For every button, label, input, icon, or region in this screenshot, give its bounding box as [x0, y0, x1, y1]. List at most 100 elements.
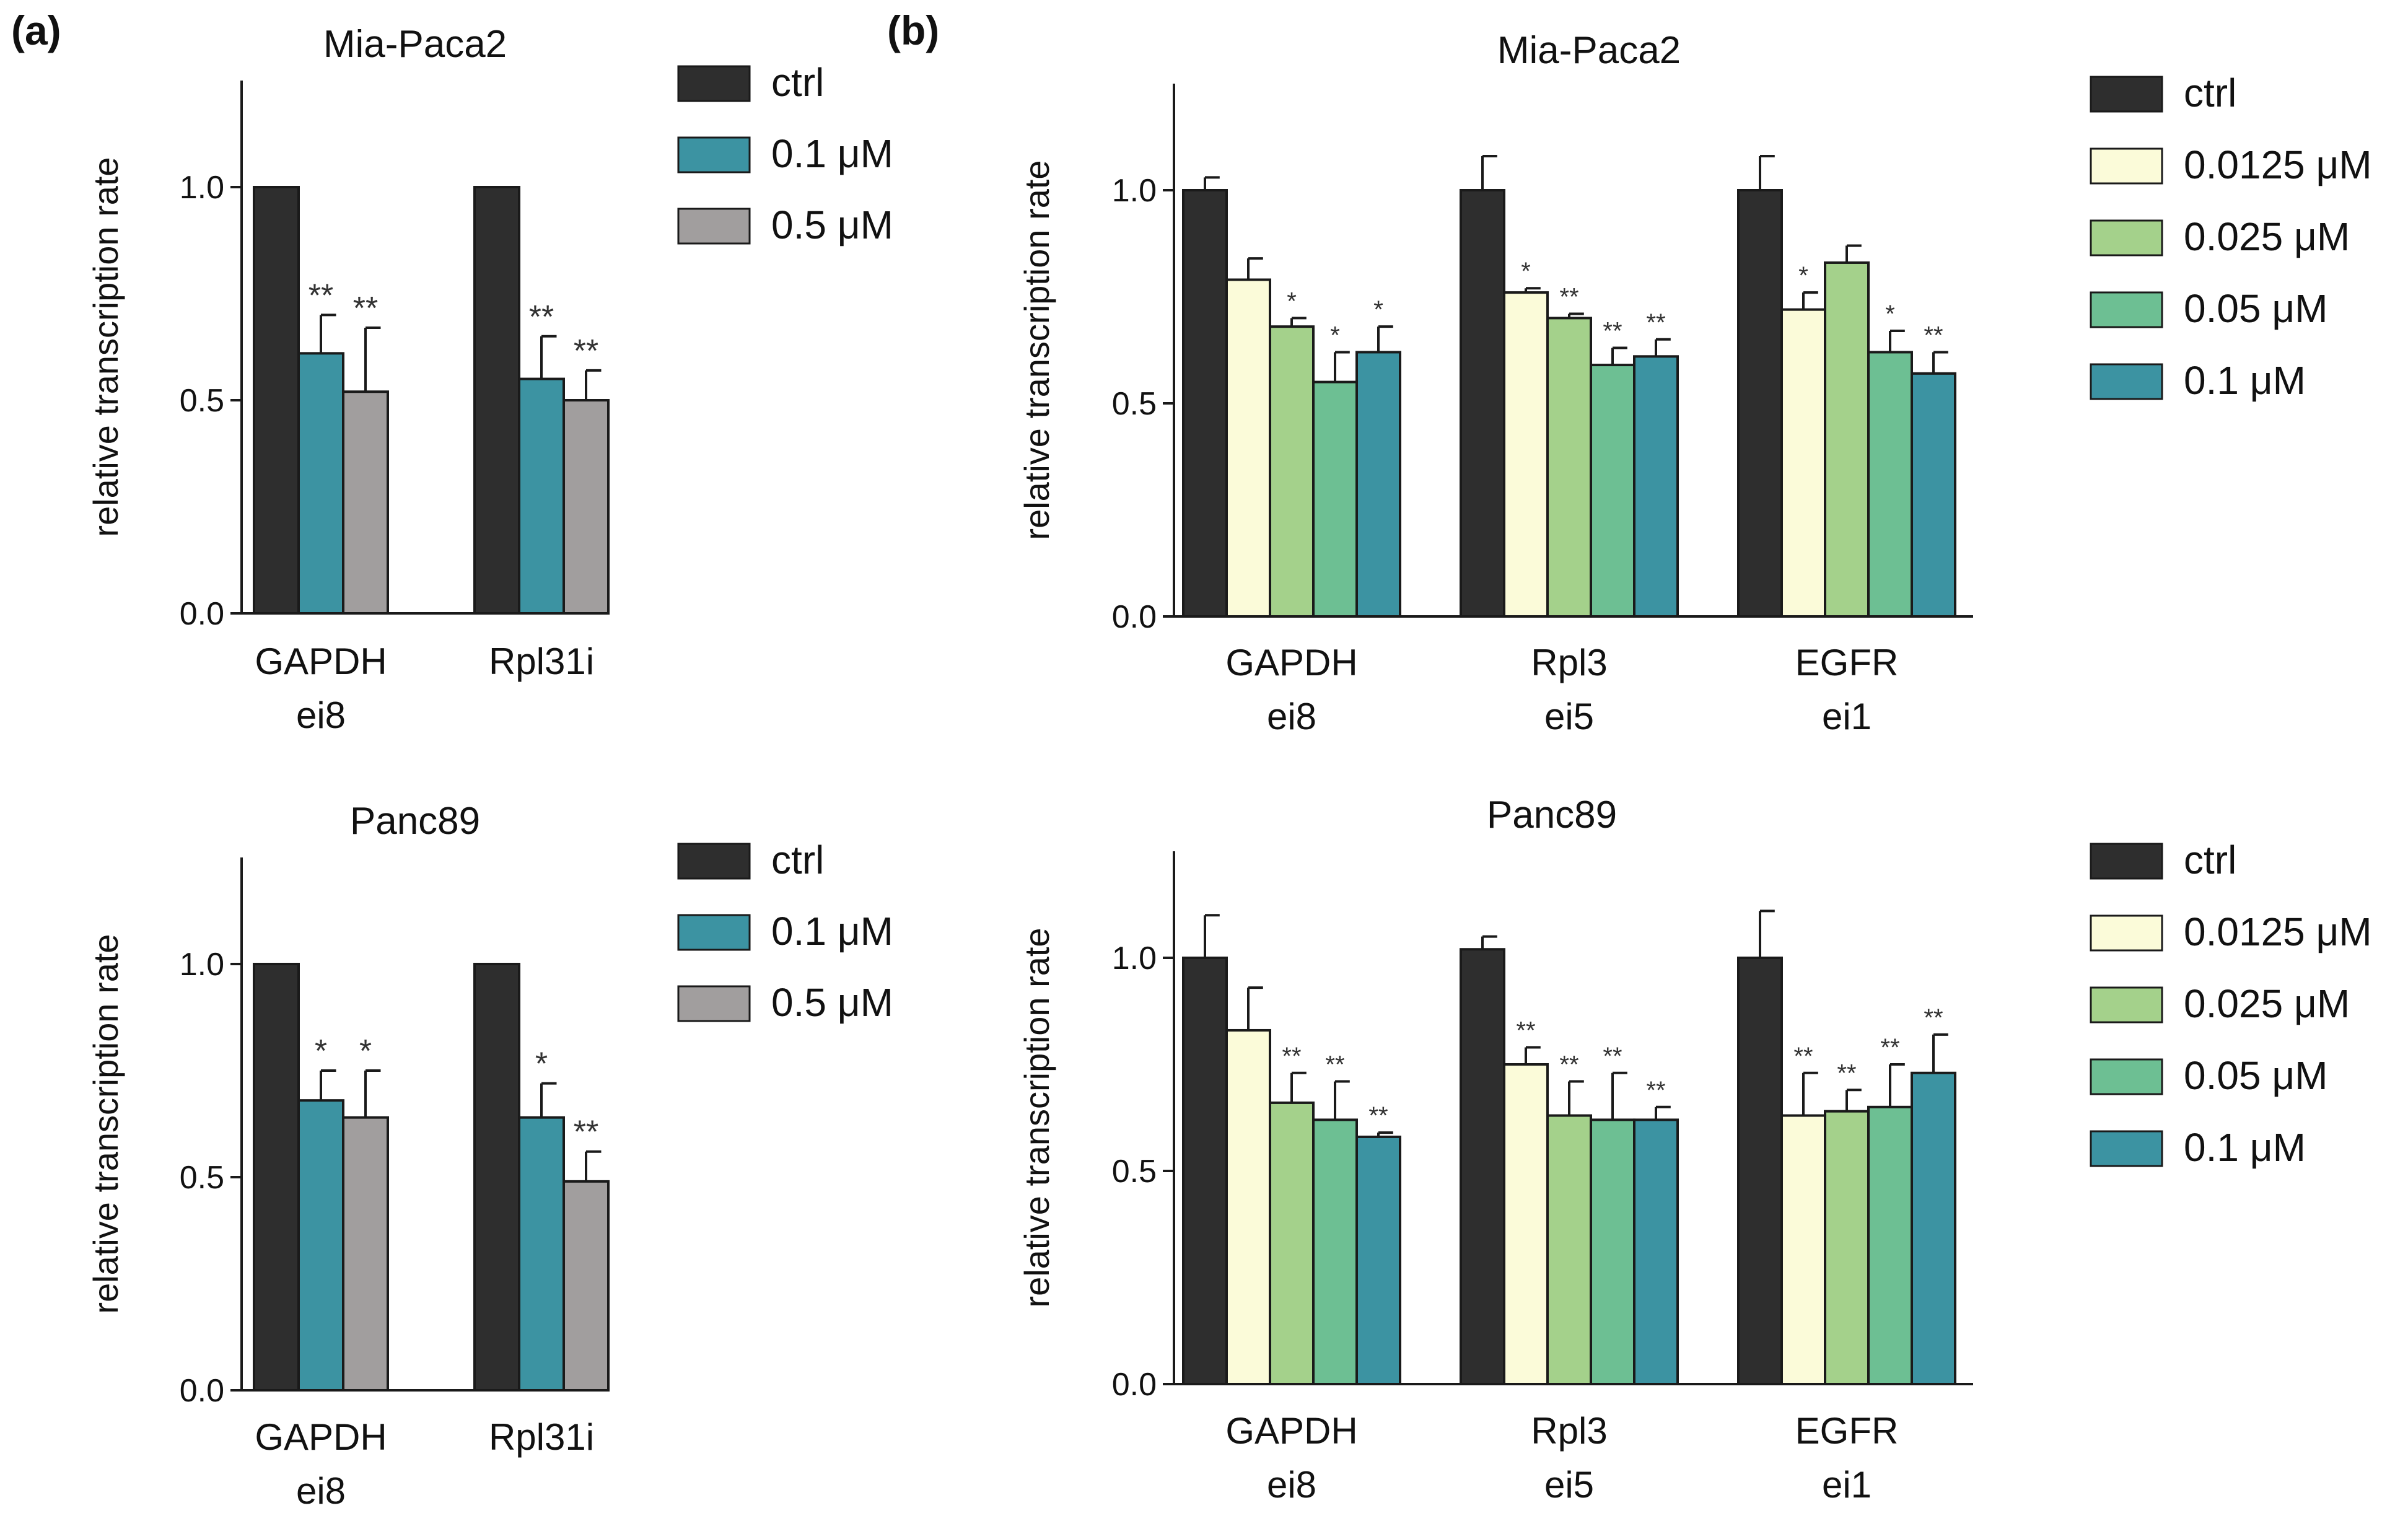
significance-label: *	[1287, 287, 1297, 315]
significance-label: **	[1559, 1051, 1578, 1079]
significance-label: **	[1603, 318, 1622, 345]
x-tick-label: ei1	[1822, 1464, 1872, 1506]
x-tick-label: ei5	[1544, 1464, 1594, 1506]
bar	[1633, 355, 1679, 618]
legend-swatch	[2090, 147, 2163, 185]
bar	[253, 963, 300, 1392]
legend-swatch	[677, 843, 751, 880]
chart-title: Mia-Paca2	[323, 23, 507, 66]
bar	[518, 377, 565, 615]
significance-label: **	[1793, 1043, 1813, 1070]
bar	[1460, 189, 1505, 618]
legend-label: 0.5 μM	[771, 980, 893, 1025]
x-tick-label: ei1	[1822, 696, 1872, 737]
bar	[1867, 1105, 1913, 1386]
chart-b-bottom: Panc89 relative transcription rate ** ** ** G…	[1017, 794, 2372, 1506]
legend-swatch	[677, 136, 751, 173]
bar	[342, 390, 389, 615]
significance-label: *	[1885, 300, 1895, 328]
panel-label-a: (a)	[11, 7, 61, 53]
bar	[518, 1116, 565, 1392]
x-tick-label: GAPDH	[1225, 1410, 1357, 1452]
legend-label: 0.0125 μM	[2184, 142, 2372, 187]
y-tick-label: 0.5	[180, 383, 224, 419]
significance-label: **	[1559, 284, 1578, 311]
bar	[1824, 261, 1870, 618]
legend-swatch	[2090, 291, 2163, 328]
x-tick-label: ei8	[296, 1470, 346, 1512]
y-tick-label: 1.0	[1112, 940, 1157, 976]
significance-label: *	[535, 1046, 548, 1082]
y-tick-label: 0.0	[1112, 599, 1157, 635]
chart-a-top: Mia-Paca2 relative transcription rate ** **…	[86, 23, 893, 736]
x-tick-label: ei8	[1267, 696, 1316, 737]
bar	[1737, 189, 1783, 618]
legend-label: 0.5 μM	[771, 203, 893, 247]
bar	[297, 352, 344, 615]
significance-label: **	[1516, 1017, 1535, 1044]
significance-label: **	[1603, 1043, 1622, 1070]
legend-label: 0.025 μM	[2184, 214, 2350, 259]
x-tick-label: GAPDH	[255, 1416, 387, 1458]
significance-label: **	[1282, 1043, 1301, 1070]
significance-label: **	[309, 278, 333, 313]
bar	[1182, 189, 1228, 618]
legend-label: 0.025 μM	[2184, 981, 2350, 1026]
legend-swatch	[2090, 843, 2163, 880]
y-tick-label: 0.5	[1112, 1154, 1157, 1190]
bar	[1355, 1135, 1401, 1385]
significance-label: **	[353, 291, 378, 327]
significance-label: **	[1646, 309, 1665, 336]
bar	[253, 186, 300, 615]
bar	[473, 963, 520, 1392]
legend-label: 0.05 μM	[2184, 1053, 2328, 1098]
bar	[1780, 1114, 1826, 1386]
legend-label: 0.05 μM	[2184, 286, 2328, 331]
bar	[1225, 1028, 1271, 1385]
significance-label: **	[574, 1115, 598, 1151]
legend-swatch	[2090, 1058, 2163, 1095]
bar	[1269, 325, 1315, 618]
bar	[1269, 1101, 1315, 1386]
y-tick-label: 0.0	[180, 1373, 224, 1409]
bar	[1503, 1063, 1549, 1385]
x-tick-label: Rpl3	[1531, 642, 1607, 683]
legend-swatch	[677, 208, 751, 245]
x-tick-label: ei8	[296, 695, 346, 736]
significance-label: **	[1646, 1077, 1665, 1104]
bar	[563, 1180, 610, 1392]
legend-swatch	[677, 914, 751, 951]
significance-label: **	[1325, 1051, 1344, 1079]
legend-label: 0.1 μM	[2184, 1125, 2306, 1170]
significance-label: **	[1880, 1034, 1899, 1061]
bar	[1824, 1110, 1870, 1386]
legend-swatch	[677, 65, 751, 102]
bar	[342, 1116, 389, 1392]
legend-label: ctrl	[771, 838, 824, 882]
bar	[1355, 351, 1401, 618]
bar	[1911, 372, 1956, 618]
significance-label: *	[315, 1033, 327, 1069]
legend-swatch	[2090, 363, 2163, 400]
legend-swatch	[2090, 914, 2163, 952]
x-tick-label: ei8	[1267, 1464, 1316, 1506]
legend-label: 0.1 μM	[2184, 358, 2306, 403]
bar	[473, 186, 520, 615]
y-tick-label: 0.0	[1112, 1367, 1157, 1403]
chart-title: Panc89	[1487, 794, 1617, 836]
legend-label: ctrl	[2184, 838, 2236, 882]
significance-label: *	[359, 1033, 372, 1069]
y-axis-label: relative transcription rate	[1017, 160, 1056, 540]
x-tick-label: Rpl3	[1531, 1410, 1607, 1452]
y-tick-label: 0.5	[1112, 386, 1157, 422]
bar	[297, 1099, 344, 1392]
bar	[1590, 1118, 1635, 1385]
significance-label: **	[1837, 1059, 1856, 1087]
bar	[1911, 1071, 1956, 1385]
y-axis-label: relative transcription rate	[86, 934, 125, 1313]
bar	[563, 399, 610, 615]
legend-swatch	[2090, 986, 2163, 1023]
significance-label: **	[1924, 1004, 1943, 1032]
y-tick-label: 1.0	[1112, 173, 1157, 209]
